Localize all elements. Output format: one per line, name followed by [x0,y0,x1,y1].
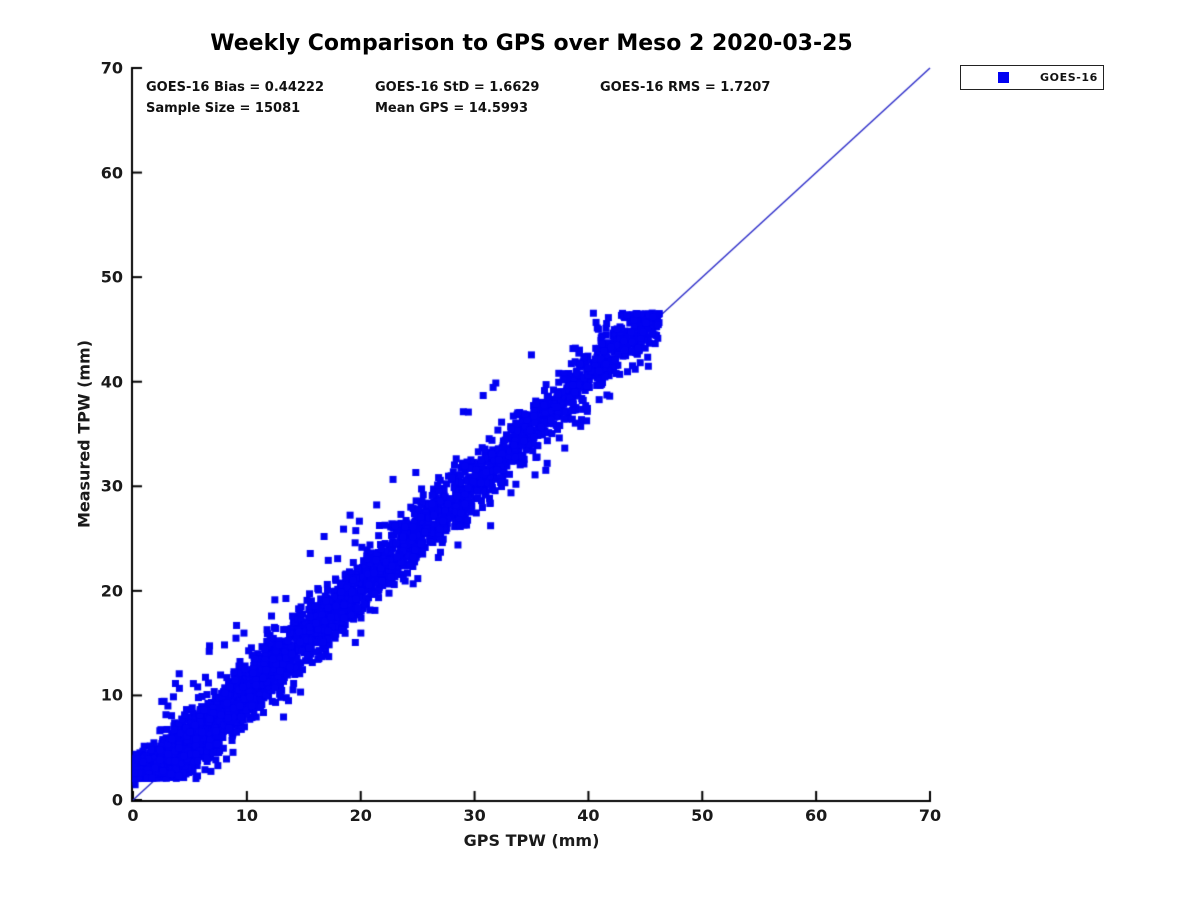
x-tick-label: 70 [918,806,942,825]
y-tick-label: 40 [100,372,123,392]
chart-title: Weekly Comparison to GPS over Meso 2 202… [210,31,853,56]
y-tick-label: 60 [100,163,123,183]
x-tick-label: 60 [805,806,828,825]
stat-bias: GOES-16 Bias = 0.44222 [146,80,325,95]
stat-std: GOES-16 StD = 1.6629 [375,80,540,95]
x-axis-label: GPS TPW (mm) [463,831,600,850]
y-tick-label: 20 [100,581,123,601]
stat-mean-gps: Mean GPS = 14.5993 [375,101,529,116]
y-tick-label: 50 [100,267,123,287]
legend-label: GOES-16 [1040,71,1098,84]
y-axis-label: Measured TPW (mm) [74,339,94,529]
x-tick-label: 40 [577,806,600,825]
y-tick-label: 30 [100,476,123,496]
y-tick-label: 70 [100,58,123,78]
legend-marker-square-icon [998,72,1009,83]
stat-rms: GOES-16 RMS = 1.7207 [600,80,771,95]
x-tick-label: 10 [235,806,258,825]
x-tick-label: 20 [349,806,372,825]
legend: GOES-16 [960,65,1104,90]
x-tick-label: 50 [691,806,714,825]
y-tick-label: 10 [100,685,123,705]
stat-sample-size: Sample Size = 15081 [146,101,301,116]
x-tick-label: 0 [127,806,139,825]
y-tick-label: 0 [111,790,123,810]
x-tick-label: 30 [463,806,486,825]
